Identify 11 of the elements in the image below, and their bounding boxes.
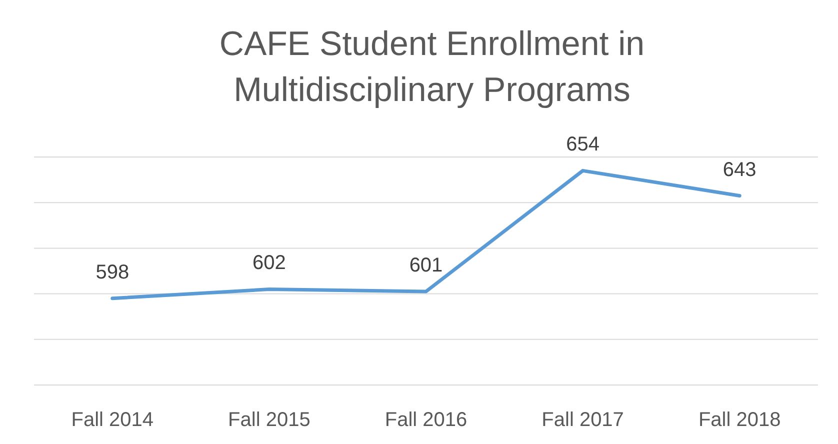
data-label: 643	[722, 158, 756, 181]
chart-title: CAFE Student Enrollment in Multidisciplinary Programs	[219, 25, 645, 109]
data-label: 598	[96, 261, 130, 284]
x-tick-label: Fall 2016	[384, 409, 468, 431]
data-label: 602	[252, 252, 286, 274]
data-label: 601	[409, 254, 443, 277]
x-tick-label: Fall 2014	[71, 409, 154, 431]
x-tick-label: Fall 2017	[542, 409, 624, 431]
x-tick-label: Fall 2018	[698, 409, 781, 431]
x-tick-label: Fall 2015	[228, 409, 310, 431]
data-label: 654	[566, 134, 600, 156]
